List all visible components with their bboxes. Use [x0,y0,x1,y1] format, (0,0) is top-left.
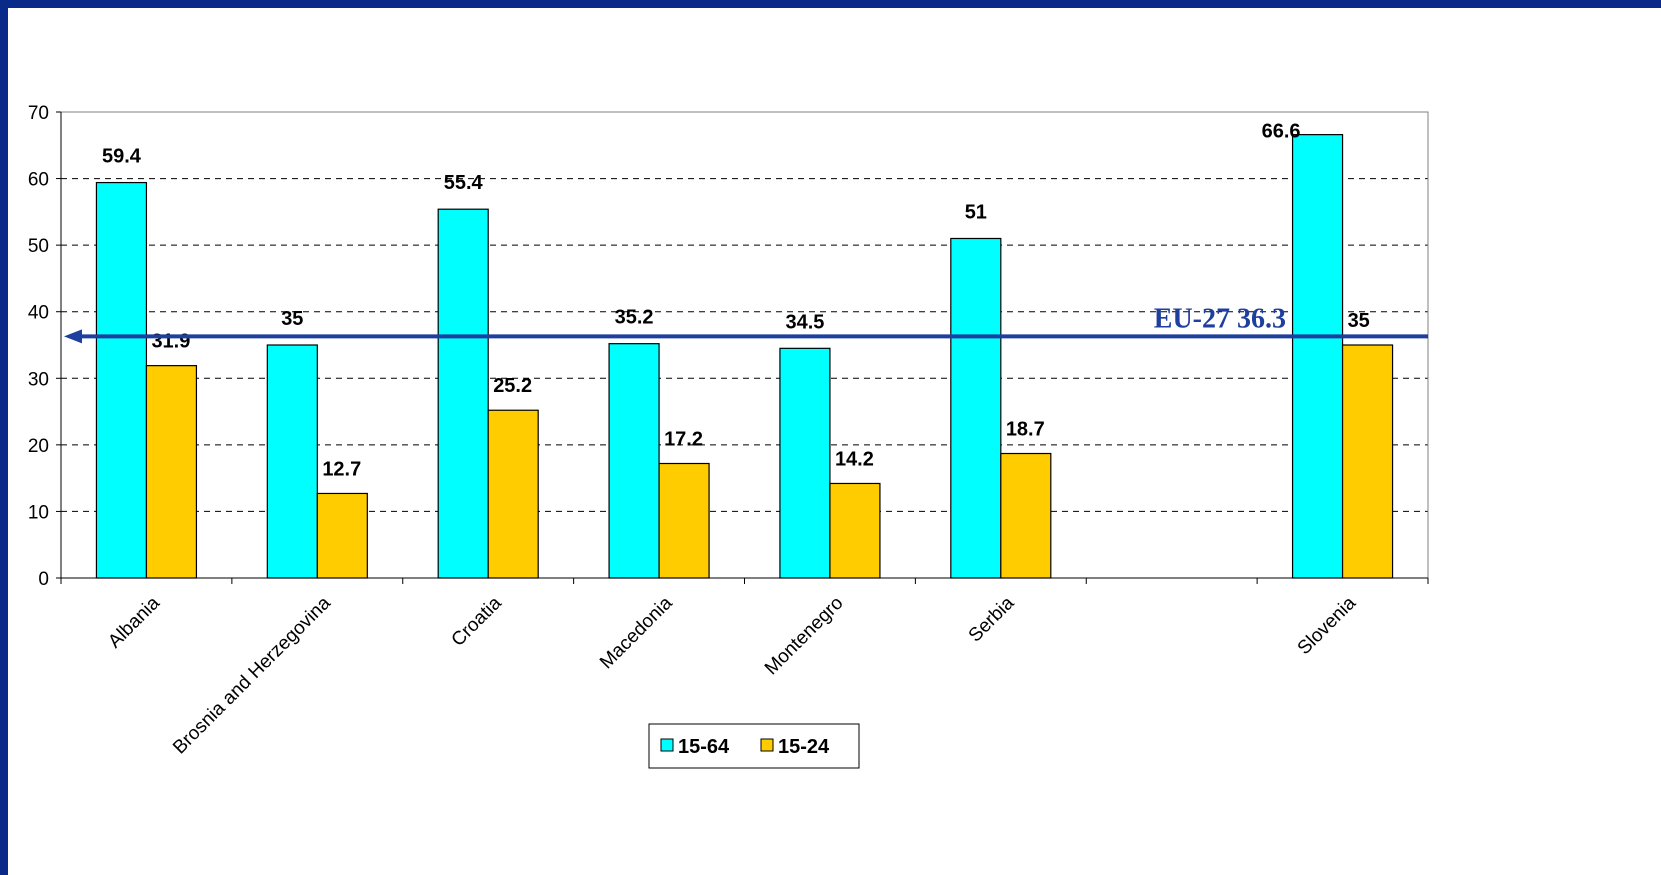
legend-entry: 15-64 [678,736,730,758]
bar-15-64 [95,181,148,579]
bar-15-64 [437,208,489,579]
reference-label: EU-27 36.3 [1154,303,1286,334]
data-label: 17.2 [664,428,703,450]
bar-15-24 [829,482,881,579]
bar-15-64 [266,344,318,579]
y-tick-label: 40 [28,303,49,324]
data-label: 55.4 [444,172,484,194]
eu-reference: EU-27 36.3 [64,303,1428,344]
bar-15-24 [316,492,368,579]
bar-15-24 [487,409,539,579]
bar-15-24 [145,365,198,579]
category-label: Serbia [965,592,1019,646]
bar-15-64 [1291,134,1344,579]
data-label: 35 [1348,310,1370,332]
data-label: 18.7 [1006,419,1045,441]
bar-15-24 [658,462,710,579]
legend-box [648,723,860,769]
data-label: 51 [965,201,987,223]
category-label: Brosnia and Herzegovina [169,592,335,758]
data-label: 35 [281,308,303,330]
y-tick-label: 60 [28,170,49,191]
data-label: 35.2 [615,307,654,329]
reference-arrow [64,329,82,344]
y-tick-label: 30 [28,369,49,390]
axes [56,111,1429,584]
category-label: Slovenia [1294,592,1361,659]
y-tick-label: 0 [38,569,49,590]
bar-15-64 [608,343,660,579]
labels: 0 10 20 30 40 50 60 70 59.4 31.9 Albania 35 12.7 Bros… [28,103,1370,758]
category-label: Croatia [448,592,506,650]
y-tick-label: 70 [28,103,49,124]
data-label: 66.6 [1262,121,1301,143]
legend-entry: 15-24 [778,736,830,758]
bar-15-24 [1000,452,1052,579]
category-label: Montenegro [761,593,848,680]
gridlines [61,178,1428,512]
bar-chart: 0 10 20 30 40 50 60 70 59.4 31.9 Albania 35 12.7 Bros… [28,103,1429,769]
data-label: 31.9 [151,331,190,353]
y-tick-label: 50 [28,236,49,257]
bar-15-24 [1341,344,1394,579]
slide: 0 10 20 30 40 50 60 70 59.4 31.9 Albania 35 12.7 Bros… [8,8,1661,875]
y-tick-label: 10 [28,502,49,523]
legend-swatch [660,738,674,752]
y-tick-label: 20 [28,436,49,457]
plot-area [60,111,1429,579]
legend: 15-64 15-24 [648,723,860,769]
data-label: 34.5 [785,311,824,333]
data-label: 14.2 [835,448,874,470]
data-label: 12.7 [322,458,361,480]
bar-15-64 [950,237,1002,579]
bars [95,134,1394,579]
category-label: Albania [104,592,164,652]
data-label: 25.2 [493,375,532,397]
bar-15-64 [779,347,831,579]
category-label: Macedonia [596,592,677,673]
legend-swatch [760,738,774,752]
data-label: 59.4 [102,146,142,168]
